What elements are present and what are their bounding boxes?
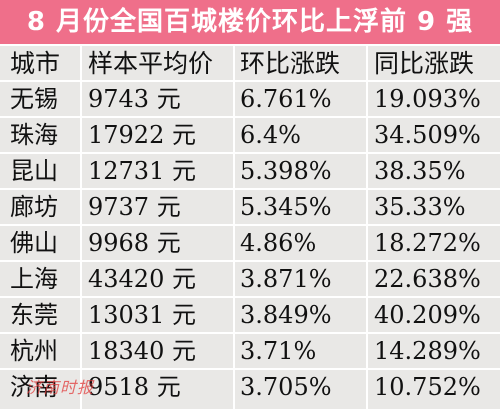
- city-cell: 济南: [10, 373, 58, 401]
- row-divider: [0, 80, 500, 82]
- mom-change-cell: 4.86%: [240, 229, 317, 257]
- city-cell: 廊坊: [10, 193, 58, 221]
- avg-price-cell: 9518 元: [88, 373, 181, 401]
- table-header-row: 城市 样本平均价 环比涨跌 同比涨跌: [0, 46, 500, 81]
- avg-price-cell: 13031 元: [88, 301, 196, 329]
- header-yoy-change: 同比涨跌: [374, 49, 475, 78]
- table-row: 珠海 17922 元 6.4% 34.509%: [0, 118, 500, 153]
- avg-price-cell: 43420 元: [88, 265, 196, 293]
- yoy-change-cell: 40.209%: [374, 301, 481, 329]
- mom-change-cell: 3.871%: [240, 265, 332, 293]
- avg-price-cell: 9968 元: [88, 229, 181, 257]
- yoy-change-cell: 18.272%: [374, 229, 481, 257]
- price-table: 城市 样本平均价 环比涨跌 同比涨跌 无锡 9743 元 6.761% 19.0…: [0, 44, 500, 409]
- mom-change-cell: 6.4%: [240, 121, 301, 149]
- header-city: 城市: [10, 49, 61, 78]
- row-divider: [0, 332, 500, 334]
- table-row: 昆山 12731 元 5.398% 38.35%: [0, 154, 500, 189]
- mom-change-cell: 3.71%: [240, 337, 317, 365]
- row-divider: [0, 296, 500, 298]
- city-cell: 上海: [10, 265, 58, 293]
- avg-price-cell: 12731 元: [88, 157, 196, 185]
- row-divider: [0, 260, 500, 262]
- column-divider: [80, 44, 82, 409]
- yoy-change-cell: 19.093%: [374, 85, 481, 113]
- mom-change-cell: 5.345%: [240, 193, 332, 221]
- table-row: 济南 9518 元 3.705% 10.752%: [0, 370, 500, 405]
- page-title: 8 月份全国百城楼价环比上浮前 9 强: [0, 0, 500, 44]
- row-divider: [0, 368, 500, 370]
- table-row: 东莞 13031 元 3.849% 40.209%: [0, 298, 500, 333]
- city-cell: 杭州: [10, 337, 58, 365]
- table-row: 上海 43420 元 3.871% 22.638%: [0, 262, 500, 297]
- yoy-change-cell: 14.289%: [374, 337, 481, 365]
- header-mom-change: 环比涨跌: [240, 49, 341, 78]
- city-cell: 东莞: [10, 301, 58, 329]
- mom-change-cell: 3.705%: [240, 373, 332, 401]
- table-row: 无锡 9743 元 6.761% 19.093%: [0, 82, 500, 117]
- mom-change-cell: 5.398%: [240, 157, 332, 185]
- newspaper-watermark: 济南时报: [26, 378, 95, 397]
- table-row: 佛山 9968 元 4.86% 18.272%: [0, 226, 500, 261]
- row-divider: [0, 44, 500, 46]
- row-divider: [0, 116, 500, 118]
- yoy-change-cell: 22.638%: [374, 265, 481, 293]
- mom-change-cell: 3.849%: [240, 301, 332, 329]
- avg-price-cell: 18340 元: [88, 337, 196, 365]
- city-cell: 珠海: [10, 121, 58, 149]
- column-divider: [366, 44, 368, 409]
- header-avg-price: 样本平均价: [88, 49, 214, 78]
- city-cell: 无锡: [10, 85, 58, 113]
- mom-change-cell: 6.761%: [240, 85, 332, 113]
- city-cell: 佛山: [10, 229, 58, 257]
- row-divider: [0, 152, 500, 154]
- avg-price-cell: 17922 元: [88, 121, 196, 149]
- column-divider: [233, 44, 235, 409]
- avg-price-cell: 9743 元: [88, 85, 181, 113]
- yoy-change-cell: 38.35%: [374, 157, 466, 185]
- yoy-change-cell: 35.33%: [374, 193, 466, 221]
- row-divider: [0, 188, 500, 190]
- yoy-change-cell: 34.509%: [374, 121, 481, 149]
- city-cell: 昆山: [10, 157, 58, 185]
- row-divider: [0, 224, 500, 226]
- table-row: 杭州 18340 元 3.71% 14.289%: [0, 334, 500, 369]
- avg-price-cell: 9737 元: [88, 193, 181, 221]
- table-row: 廊坊 9737 元 5.345% 35.33%: [0, 190, 500, 225]
- yoy-change-cell: 10.752%: [374, 373, 481, 401]
